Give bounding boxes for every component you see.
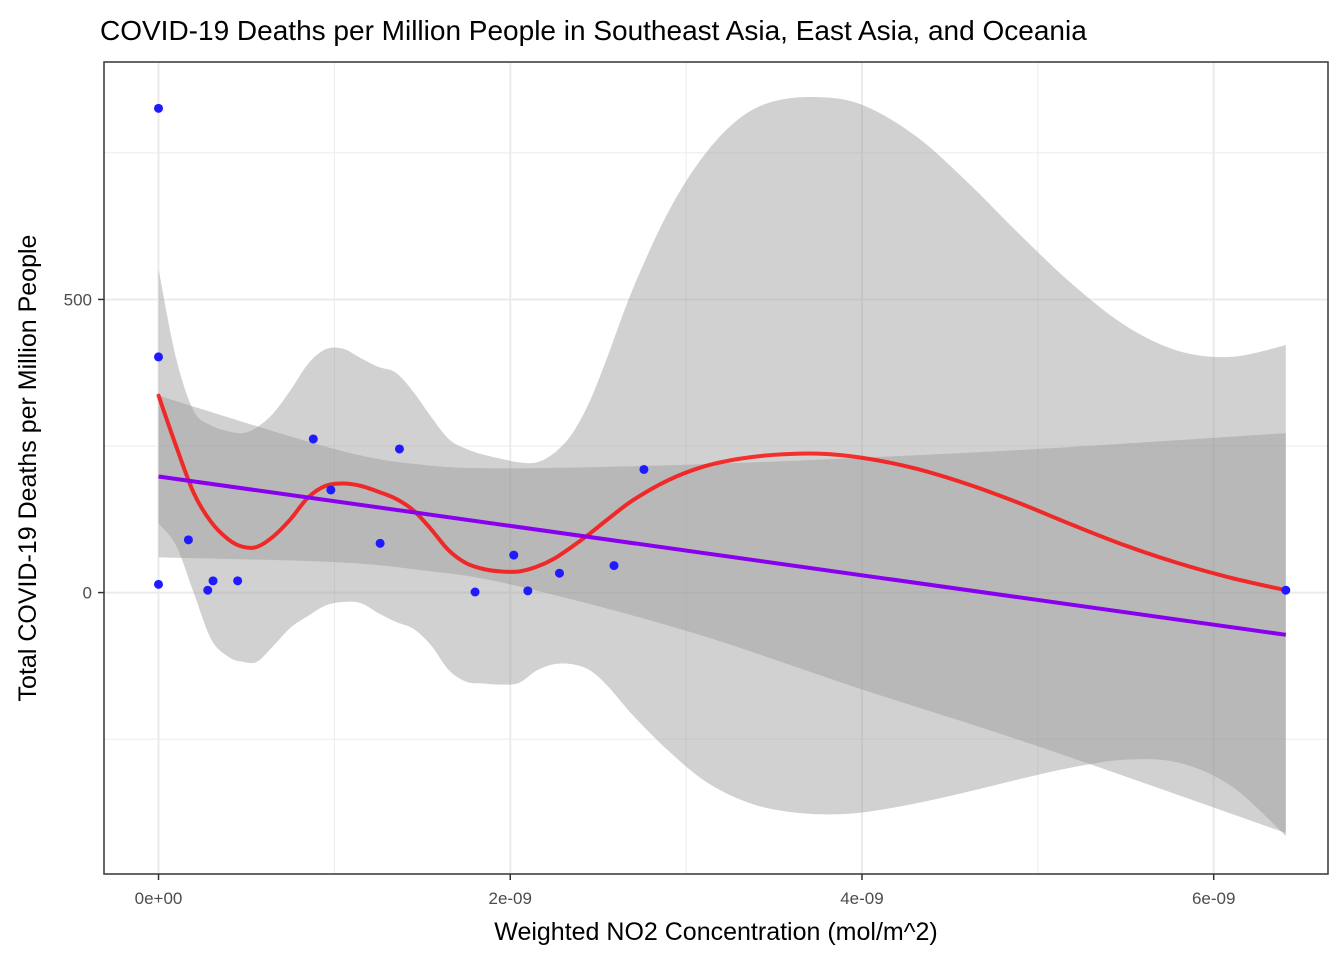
loess-fit-line <box>156 393 1288 593</box>
x-tick-label: 0e+00 <box>135 889 183 908</box>
data-point <box>183 535 193 545</box>
axis-ticks: 0e+00 2e-09 4e-09 6e-09 0 500 <box>64 290 1236 908</box>
fit-lines <box>156 393 1288 637</box>
data-points <box>154 103 1291 597</box>
x-tick-label: 4e-09 <box>840 889 883 908</box>
data-point <box>509 550 519 560</box>
data-point <box>1281 585 1291 595</box>
data-point <box>203 585 213 595</box>
loess-confidence-band <box>158 97 1286 836</box>
data-point <box>154 352 164 362</box>
data-point <box>154 103 164 113</box>
x-tick-label: 6e-09 <box>1192 889 1235 908</box>
data-point <box>523 586 533 596</box>
y-tick-label: 500 <box>64 290 92 309</box>
linear-fit-line <box>158 474 1287 637</box>
confidence-ribbons <box>158 97 1286 836</box>
y-axis-title: Total COVID-19 Deaths per Million People <box>14 235 42 702</box>
linear-confidence-band <box>158 395 1286 833</box>
plot-panel-border <box>103 61 1329 875</box>
data-point <box>375 538 385 548</box>
y-tick-label: 0 <box>83 584 92 603</box>
grid-lines <box>104 62 1328 874</box>
data-point <box>470 587 480 597</box>
data-point <box>554 568 564 578</box>
data-point <box>233 576 243 586</box>
data-point <box>308 434 318 444</box>
x-axis-title: Weighted NO2 Concentration (mol/m^2) <box>494 918 937 946</box>
data-point <box>208 576 218 586</box>
chart-title: COVID-19 Deaths per Million People in So… <box>100 15 1087 46</box>
data-point <box>326 485 336 495</box>
data-point <box>154 579 164 589</box>
data-point <box>609 561 619 571</box>
x-tick-label: 2e-09 <box>488 889 531 908</box>
data-point <box>394 444 404 454</box>
data-point <box>639 464 649 474</box>
